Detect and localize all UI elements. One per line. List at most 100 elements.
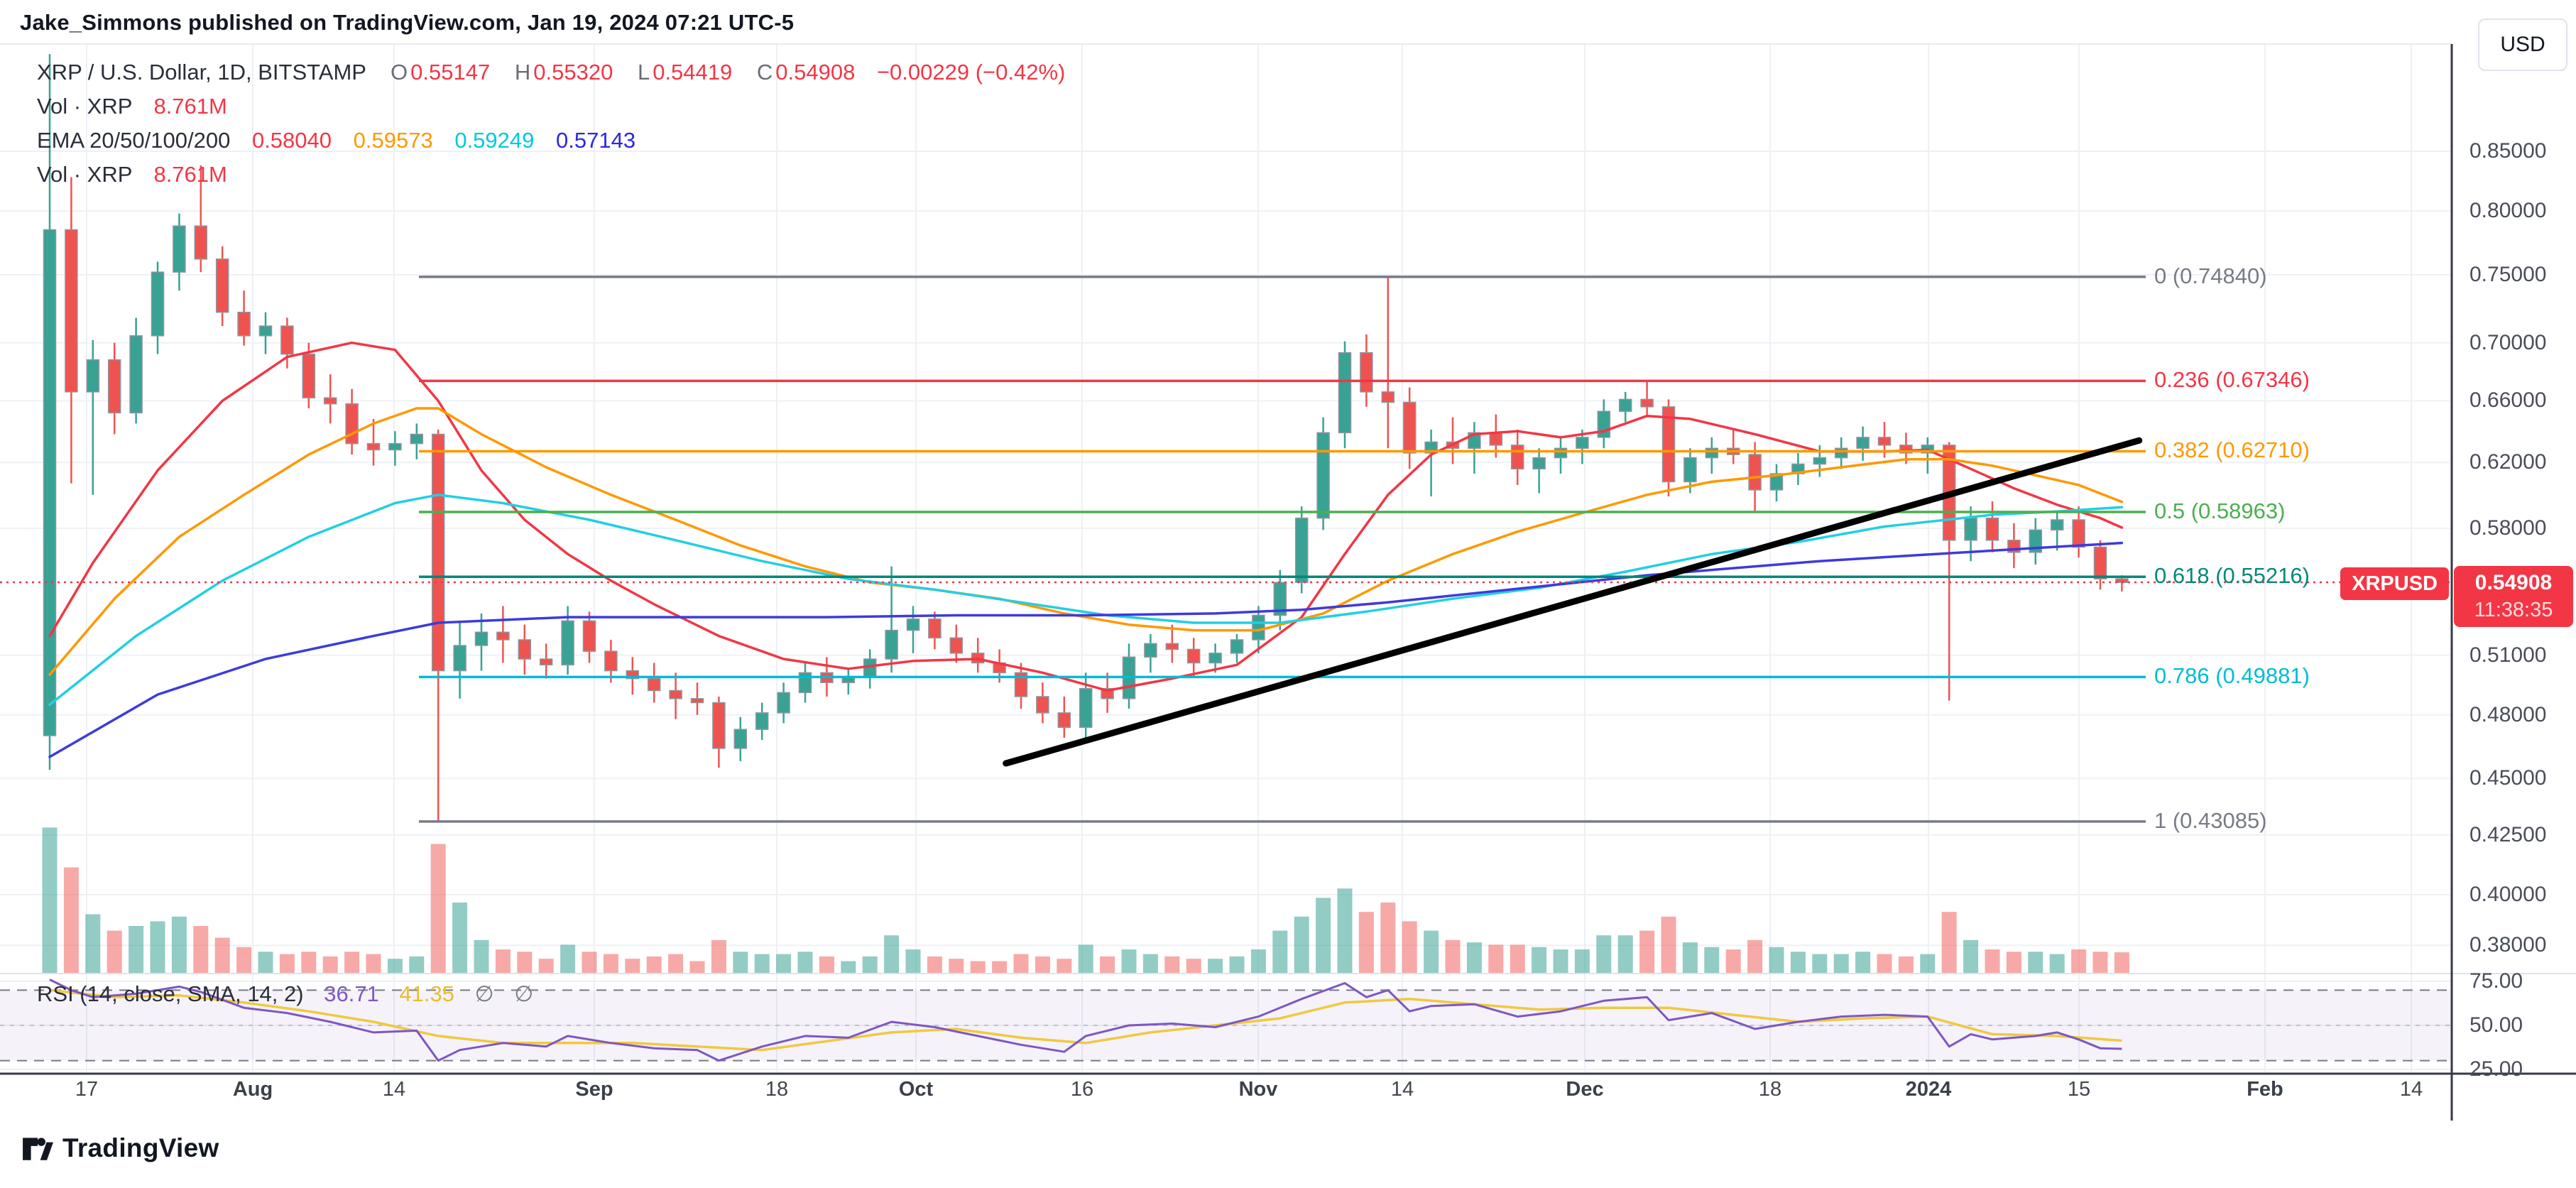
close-value: 0.54908 bbox=[775, 60, 856, 85]
ema50-value: 0.59573 bbox=[353, 128, 433, 153]
candle-body bbox=[173, 225, 186, 273]
volume-bar bbox=[387, 959, 403, 973]
time-tick-label: Nov bbox=[1238, 1078, 1278, 1101]
volume-value-2: 8.761M bbox=[153, 162, 227, 187]
time-tick-label: 17 bbox=[75, 1078, 99, 1101]
volume-bar bbox=[538, 959, 554, 973]
rsi-value: 36.71 bbox=[324, 981, 379, 1006]
rsi-line bbox=[49, 979, 2122, 1062]
volume-bar bbox=[2114, 952, 2129, 973]
volume-bar bbox=[1661, 916, 1676, 973]
volume-bar bbox=[1121, 949, 1137, 973]
candle-body bbox=[1640, 398, 1654, 408]
open-label: O bbox=[391, 60, 408, 85]
volume-bar bbox=[322, 956, 338, 973]
volume-bar bbox=[1100, 956, 1115, 973]
volume-bar bbox=[1142, 954, 1158, 973]
ema50-line bbox=[48, 407, 2124, 676]
candle-body bbox=[1834, 447, 1848, 459]
price-tick-label: 0.42500 bbox=[2469, 822, 2547, 846]
volume-bar bbox=[1617, 935, 1633, 973]
price-tick-label: 0.80000 bbox=[2469, 199, 2547, 223]
fib-level-label: 0.618 (0.55216) bbox=[2154, 563, 2310, 589]
time-tick-label: Oct bbox=[898, 1078, 934, 1101]
volume-bar bbox=[129, 926, 144, 973]
candle-body bbox=[1294, 517, 1309, 583]
trendline[interactable] bbox=[1003, 437, 2143, 767]
price-tick-label: 0.45000 bbox=[2469, 766, 2547, 790]
price-tick-label: 0.48000 bbox=[2469, 702, 2547, 726]
volume-bar bbox=[42, 827, 58, 973]
volume-bar bbox=[841, 961, 856, 973]
volume-bar bbox=[1057, 959, 1072, 973]
volume-bar bbox=[1574, 949, 1590, 973]
candle-body bbox=[518, 639, 532, 660]
candle-body bbox=[323, 397, 337, 405]
change-value: −0.00229 (−0.42%) bbox=[876, 60, 1066, 85]
candle-body bbox=[906, 618, 920, 631]
volume-legend-row[interactable]: Vol · XRP 8.761M bbox=[37, 94, 1065, 128]
footer-brand: TradingView bbox=[21, 1132, 219, 1165]
ema-label[interactable]: EMA 20/50/100/200 bbox=[37, 128, 231, 153]
time-tick-label: 15 bbox=[2067, 1078, 2091, 1101]
candle-body bbox=[1489, 432, 1503, 446]
symbol-legend-row[interactable]: XRP / U.S. Dollar, 1D, BITSTAMP O 0.55147… bbox=[37, 60, 1065, 94]
candle-body bbox=[1985, 517, 1999, 541]
volume-bar bbox=[1358, 912, 1374, 973]
brand-name[interactable]: TradingView bbox=[62, 1133, 219, 1162]
rsi-legend-row[interactable]: RSI (14, close, SMA, 14, 2) 36.71 41.35 … bbox=[37, 981, 533, 1007]
time-tick-label: 16 bbox=[1070, 1078, 1094, 1101]
candle-body bbox=[1208, 653, 1222, 664]
volume-bar bbox=[2049, 954, 2065, 973]
candle-body bbox=[1402, 401, 1417, 454]
volume-bar bbox=[1424, 930, 1439, 973]
price-tick-label: 0.40000 bbox=[2469, 883, 2547, 907]
volume-bar bbox=[1725, 949, 1741, 973]
price-tick-label: 0.66000 bbox=[2469, 388, 2547, 413]
time-tick-label: 2024 bbox=[1905, 1078, 1952, 1101]
symbol-title[interactable]: XRP / U.S. Dollar, 1D, BITSTAMP bbox=[37, 60, 366, 85]
candle-body bbox=[1144, 643, 1157, 658]
volume-label[interactable]: Vol · XRP bbox=[37, 94, 132, 119]
volume-bar bbox=[1941, 912, 1957, 973]
volume-bar bbox=[1272, 930, 1288, 973]
volume-legend-row-2[interactable]: Vol · XRP 8.761M bbox=[37, 162, 1065, 196]
candle-body bbox=[1165, 643, 1179, 650]
volume-label-2[interactable]: Vol · XRP bbox=[37, 162, 132, 187]
tradingview-logo-icon[interactable] bbox=[21, 1132, 54, 1165]
candle-body bbox=[755, 712, 769, 730]
ema-legend-row[interactable]: EMA 20/50/100/200 0.58040 0.59573 0.5924… bbox=[37, 128, 1065, 162]
volume-bar bbox=[171, 916, 187, 973]
volume-bar bbox=[193, 926, 209, 973]
candle-body bbox=[1532, 457, 1546, 470]
high-value: 0.55320 bbox=[533, 60, 613, 85]
volume-bar bbox=[1186, 959, 1201, 973]
last-price-tag: 0.54908 11:38:35 bbox=[2454, 566, 2573, 628]
volume-bar bbox=[517, 952, 533, 973]
candle-body bbox=[2050, 519, 2064, 531]
volume-bar bbox=[430, 844, 446, 973]
volume-bar bbox=[1164, 956, 1180, 973]
volume-bar bbox=[1985, 949, 2000, 973]
rsi-empty-set-icon-2: ∅ bbox=[514, 981, 534, 1006]
volume-bar bbox=[409, 956, 425, 973]
price-tick-label: 0.62000 bbox=[2469, 450, 2547, 474]
candle-body bbox=[1899, 445, 1913, 454]
price-tick-label: 0.75000 bbox=[2469, 262, 2547, 286]
volume-bar bbox=[366, 954, 381, 973]
price-tick-label: 0.38000 bbox=[2469, 933, 2547, 957]
candle-body bbox=[1186, 648, 1201, 664]
time-axis[interactable]: 17 Aug 14 Sep 18 Oct 16 Nov 14 Dec 18 2024 15 Feb 14 bbox=[0, 1078, 2452, 1115]
volume-bar bbox=[754, 954, 770, 973]
indicator-legend: XRP / U.S. Dollar, 1D, BITSTAMP O 0.55147… bbox=[37, 60, 1065, 196]
time-tick-label: 14 bbox=[1390, 1078, 1414, 1101]
volume-bar bbox=[258, 952, 273, 973]
candle-body bbox=[1618, 398, 1632, 413]
candle-body bbox=[129, 335, 143, 414]
candle-body bbox=[712, 702, 726, 749]
volume-bar bbox=[279, 954, 295, 973]
rsi-label[interactable]: RSI (14, close, SMA, 14, 2) bbox=[37, 981, 304, 1006]
currency-toggle-button[interactable]: USD bbox=[2478, 18, 2567, 71]
